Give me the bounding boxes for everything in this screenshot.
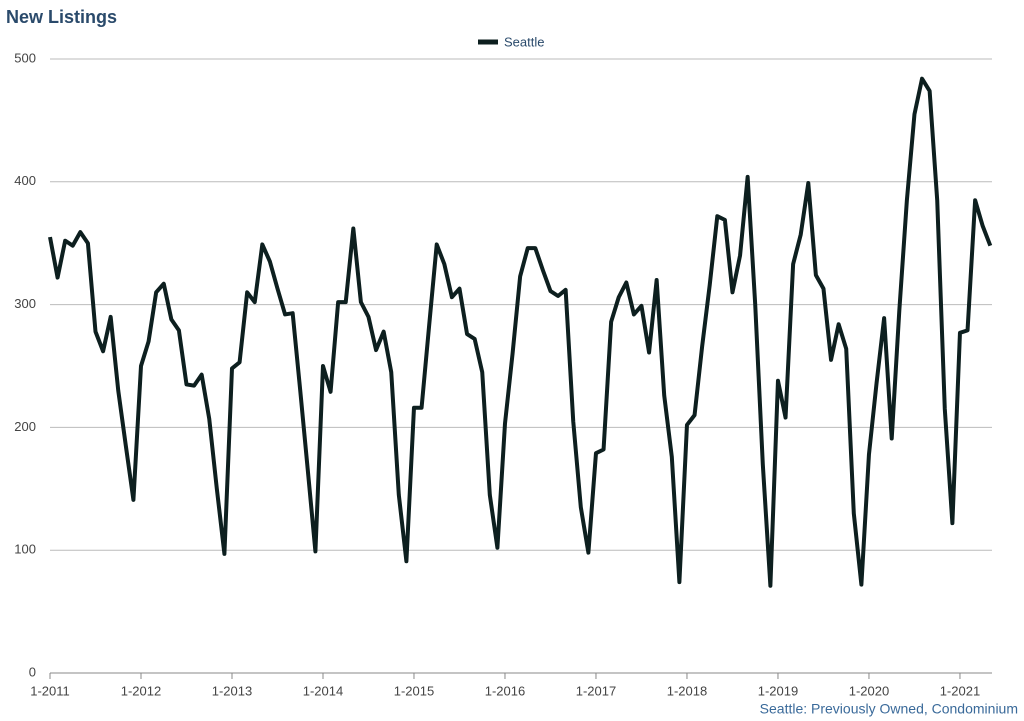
series-line	[48, 76, 993, 588]
legend-label: Seattle	[504, 34, 544, 49]
y-tick-label: 400	[14, 173, 36, 188]
x-tick-label: 1-2011	[30, 683, 70, 698]
x-tick-label: 1-2019	[758, 683, 798, 698]
x-tick-label: 1-2013	[212, 683, 252, 698]
y-tick-label: 0	[29, 664, 36, 679]
x-tick-label: 1-2017	[576, 683, 616, 698]
y-tick-label: 200	[14, 419, 36, 434]
x-tick-label: 1-2012	[121, 683, 161, 698]
y-tick-label: 100	[14, 542, 36, 557]
chart-title: New Listings	[6, 7, 117, 27]
x-tick-label: 1-2015	[394, 683, 434, 698]
x-tick-label: 1-2021	[940, 683, 980, 698]
x-tick-label: 1-2020	[849, 683, 889, 698]
y-tick-label: 500	[14, 50, 36, 65]
chart-note: Seattle: Previously Owned, Condominium	[760, 701, 1018, 717]
y-tick-label: 300	[14, 296, 36, 311]
x-tick-label: 1-2016	[485, 683, 525, 698]
x-tick-label: 1-2018	[667, 683, 707, 698]
x-tick-label: 1-2014	[303, 683, 343, 698]
